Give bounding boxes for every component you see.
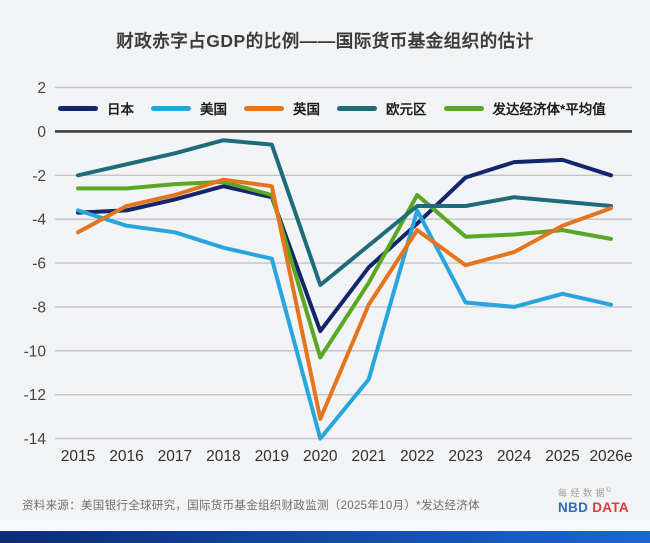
legend-label: 欧元区 (386, 102, 427, 117)
x-tick-label: 2025 (545, 448, 579, 465)
x-tick-label: 2020 (303, 448, 338, 465)
legend-item: 美国 (151, 98, 227, 118)
series-line-英国 (76, 177, 613, 421)
series-line-发达经济体*平均值 (76, 179, 613, 360)
legend-item: 日本 (58, 98, 134, 118)
x-tick-label: 2021 (351, 448, 385, 465)
nbd-data-logo: 每经数据 © NBD DATA (558, 487, 636, 516)
legend-swatch-icon (151, 105, 191, 111)
series-line-美国 (76, 208, 613, 441)
series-line-日本 (76, 157, 613, 334)
copyright-icon: © (606, 487, 612, 494)
chart-title: 财政赤字占GDP的比例——国际货币基金组织的估计 (116, 31, 534, 51)
y-tick-label: 2 (37, 80, 46, 97)
y-tick-label: -10 (24, 343, 47, 360)
y-tick-label: -4 (32, 212, 46, 229)
x-tick-label: 2016 (109, 448, 143, 465)
legend-swatch-icon (443, 105, 484, 111)
x-tick-label: 2019 (255, 448, 289, 465)
y-tick-label: -2 (32, 168, 46, 185)
x-tick-label: 2015 (61, 448, 95, 465)
legend-label: 日本 (107, 102, 134, 117)
legend-label: 英国 (293, 102, 320, 117)
x-tick-label: 2022 (400, 448, 434, 465)
logo-cn-name: 每经数据 © (558, 487, 612, 498)
source-note: 资料来源：美国银行全球研究，国际货币基金组织财政监测（2025年10月）*发达经… (22, 500, 480, 512)
x-tick-label: 2026e (589, 448, 632, 465)
y-tick-label: -14 (24, 431, 47, 448)
logo-nbd: NBD (558, 499, 589, 515)
y-tick-label: -6 (32, 256, 46, 273)
series-line-欧元区 (76, 138, 613, 287)
logo-brand: NBD DATA (558, 499, 636, 516)
legend-item: 英国 (244, 98, 320, 118)
x-tick-label: 2017 (158, 448, 192, 465)
bottom-accent-bar (0, 531, 650, 543)
x-tick-label: 2018 (206, 448, 240, 465)
legend-item: 欧元区 (337, 98, 427, 118)
legend-swatch-icon (58, 105, 98, 111)
footer-strip (0, 520, 650, 531)
logo-data: DATA (592, 499, 629, 515)
legend-label: 发达经济体*平均值 (492, 102, 606, 117)
x-tick-label: 2023 (448, 448, 482, 465)
legend-item: 发达经济体*平均值 (443, 98, 606, 118)
chart-legend: 日本 美国 英国 欧元区 发达经济体*平均值 (58, 98, 606, 118)
legend-swatch-icon (244, 105, 284, 111)
y-tick-label: -12 (24, 387, 46, 404)
x-tick-label: 2024 (497, 448, 532, 465)
legend-label: 美国 (200, 102, 227, 117)
y-tick-label: 0 (37, 124, 46, 141)
legend-swatch-icon (337, 105, 377, 111)
y-tick-label: -8 (32, 299, 46, 316)
